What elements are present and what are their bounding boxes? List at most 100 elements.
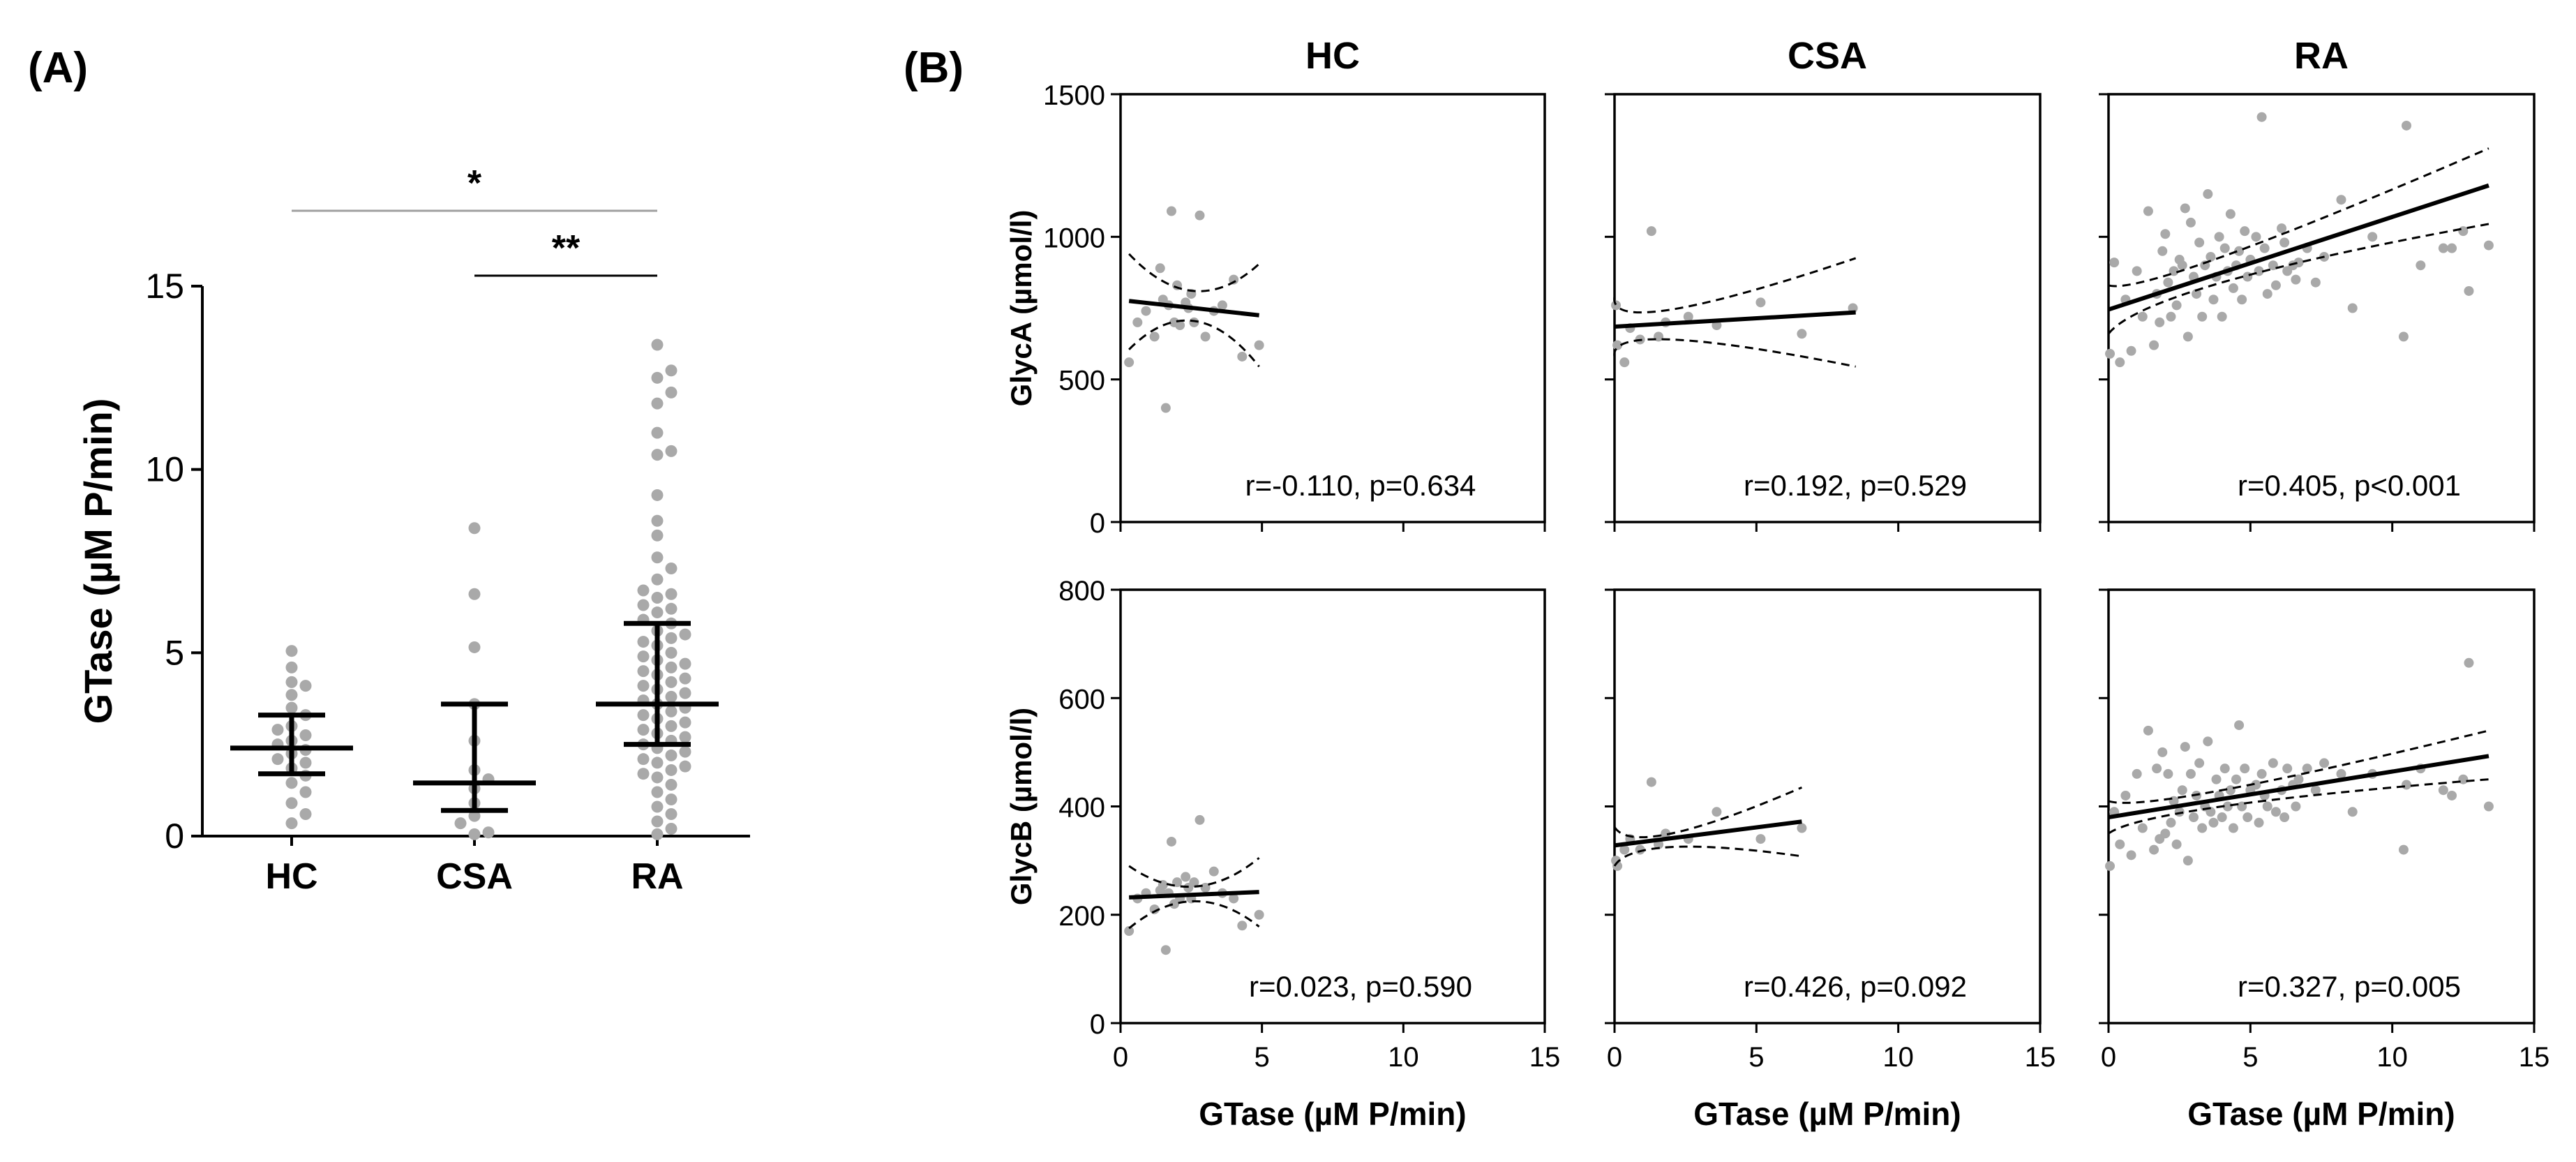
data-point (2228, 823, 2238, 833)
data-point (637, 724, 650, 736)
ci-upper-curve (1128, 253, 1260, 292)
data-point (2105, 348, 2116, 359)
data-point (1619, 357, 1630, 368)
data-point (665, 720, 677, 732)
x-tick-label: 5 (1748, 1042, 1764, 1073)
data-point (1237, 351, 1248, 362)
x-axis-title: GTase (µM P/min) (1693, 1096, 1961, 1132)
data-point (651, 426, 664, 439)
correlation-annotation: r=0.405, p<0.001 (2238, 469, 2461, 502)
data-point (2225, 209, 2236, 219)
data-point (2157, 747, 2168, 757)
x-tick-label: 0 (1113, 1042, 1128, 1073)
y-tick-label: 0 (1090, 508, 1105, 539)
data-point (651, 573, 664, 586)
data-point (2458, 774, 2469, 784)
data-point (1141, 306, 1151, 316)
y-tick-label: 15 (145, 267, 184, 306)
data-point (665, 632, 677, 644)
data-point (2115, 839, 2125, 849)
data-point (2166, 817, 2176, 828)
data-point (2242, 812, 2253, 823)
data-point (1160, 403, 1171, 413)
data-point (2105, 861, 2116, 871)
data-point (2240, 764, 2250, 774)
data-point (2291, 801, 2301, 812)
data-point (679, 716, 691, 729)
data-point (665, 676, 677, 688)
data-point (1635, 844, 1645, 855)
data-point (2132, 266, 2142, 276)
data-point (637, 636, 650, 648)
plot-frame (2107, 93, 2536, 523)
data-point (468, 641, 481, 653)
data-point (2447, 790, 2457, 800)
ci-lower-curve (1613, 338, 1856, 368)
data-point (2182, 332, 2193, 342)
data-point (454, 817, 467, 830)
data-point (2137, 311, 2148, 322)
scatter-panel-csa-glycb: 0 5 10 15 GTase (µM P/min) r=0.426, p=0.092 (1605, 588, 2055, 1132)
data-point (2254, 817, 2264, 828)
data-point (1200, 882, 1211, 893)
data-point (665, 822, 677, 835)
data-point (2206, 251, 2216, 262)
data-point (1217, 300, 1227, 311)
correlation-annotation: r=-0.110, p=0.634 (1245, 469, 1476, 502)
data-point (2256, 112, 2267, 122)
data-point (2219, 243, 2230, 253)
data-point (2177, 260, 2187, 271)
data-point (679, 745, 691, 758)
data-point (679, 687, 691, 699)
plot-frame (1119, 93, 1546, 523)
y-tick-label: 500 (1058, 366, 1105, 396)
y-tick-label: 400 (1058, 793, 1105, 824)
ci-lower-curve (1128, 319, 1260, 368)
plot-frame (1119, 588, 1546, 1025)
data-point (651, 489, 664, 501)
data-point (2268, 260, 2278, 271)
x-tick-label: RA (631, 856, 683, 897)
data-point (2208, 817, 2219, 828)
data-point (2157, 246, 2168, 256)
row-y-title: GlycA (µmol/l) (1005, 210, 1038, 407)
x-tick-label: 0 (2101, 1042, 2116, 1073)
x-tick-label: CSA (436, 856, 513, 897)
data-point (2171, 300, 2182, 311)
data-point (679, 672, 691, 685)
data-point (2177, 785, 2187, 796)
significance-label: * (467, 163, 482, 204)
data-point (651, 551, 664, 564)
data-point (2189, 812, 2199, 823)
ci-lower-curve (2108, 778, 2489, 835)
data-point (651, 786, 664, 798)
data-point (2197, 823, 2208, 833)
x-tick-label: 0 (1607, 1042, 1622, 1073)
data-point (1712, 807, 1722, 817)
data-point (2137, 823, 2148, 833)
column-title: HC (1305, 35, 1360, 77)
data-point (665, 690, 677, 703)
data-point (2347, 807, 2358, 817)
data-point (2251, 780, 2261, 790)
data-point (2126, 850, 2136, 861)
data-point (1195, 210, 1205, 221)
data-point (2336, 195, 2346, 205)
data-point (2464, 657, 2474, 668)
data-point (2182, 856, 2193, 866)
data-point (1646, 226, 1656, 237)
data-point (2347, 303, 2358, 313)
scatter-panel-ra-glyca: r=0.405, p<0.001 (2099, 93, 2536, 532)
y-tick-label: 5 (165, 633, 184, 672)
data-point (651, 529, 664, 542)
data-point (1124, 357, 1135, 368)
correlation-annotation: r=0.327, p=0.005 (2238, 970, 2461, 1003)
data-point (1195, 814, 1205, 825)
data-point (2217, 311, 2227, 322)
data-point (2155, 317, 2165, 327)
data-point (651, 757, 664, 769)
row-y-title: GlycB (µmol/l) (1005, 708, 1038, 905)
regression-line (1614, 819, 1802, 848)
regression-line (1614, 310, 1856, 329)
data-point (2291, 274, 2301, 285)
